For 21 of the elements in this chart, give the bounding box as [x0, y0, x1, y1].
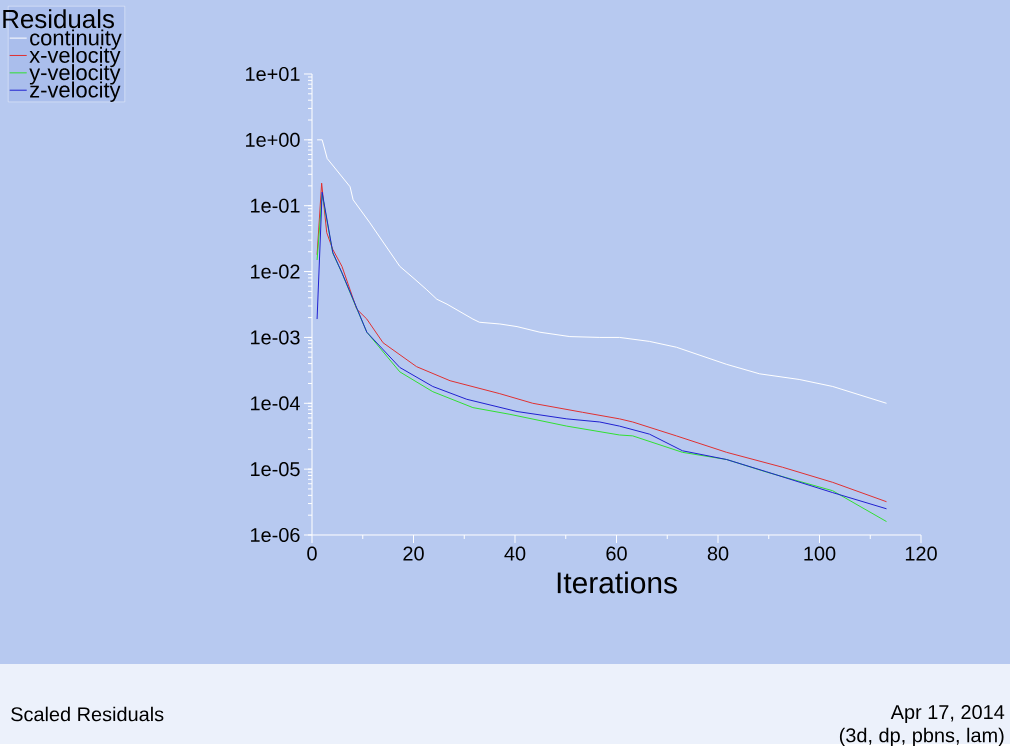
y-tick-label: 1e+01	[246, 66, 300, 81]
x-tick-label: 0	[307, 546, 317, 561]
text: Apr 17, 2014	[890, 704, 1005, 723]
y-tick-label: 1e+00	[246, 132, 300, 147]
line-series	[316, 139, 887, 404]
legend-title: Residuals	[3, 9, 114, 29]
x-tick-label: 40	[504, 546, 526, 561]
y-tick-label: 1e-02	[251, 264, 300, 279]
x-tick-label: 20	[403, 546, 424, 561]
x-tick-label: 100	[804, 546, 836, 561]
y-tick-label: 1e-03	[251, 330, 300, 345]
x-axis-title: Iterations	[557, 571, 677, 594]
y-tick-label: 1e-01	[251, 198, 300, 213]
y-tick-label: 1e-05	[251, 461, 300, 477]
text: (3d, dp, pbns, lam)	[839, 727, 1004, 746]
y-tick-label: 1e-06	[251, 527, 300, 542]
x-tick-label: 120	[905, 546, 937, 561]
x-tick-label: 80	[707, 546, 729, 561]
x-tick-label: 60	[606, 546, 627, 561]
text: Scaled Residuals	[11, 706, 164, 722]
y-tick-label: 1e-04	[251, 396, 300, 411]
